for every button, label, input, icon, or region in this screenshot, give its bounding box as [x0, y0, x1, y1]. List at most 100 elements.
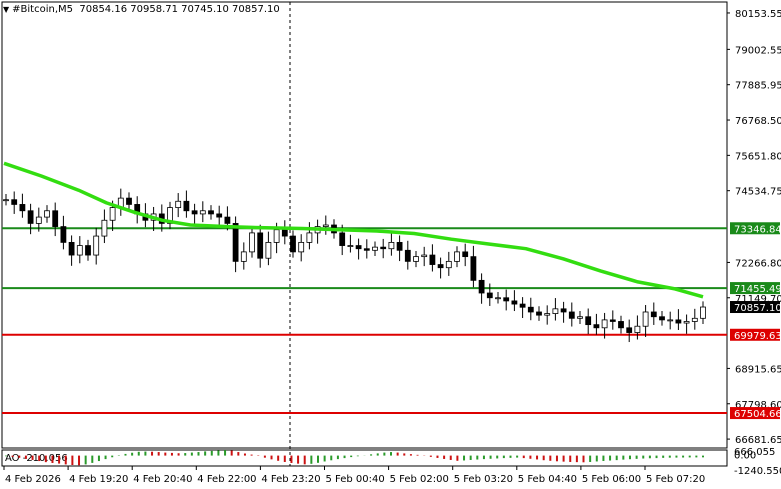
time-tick-label: 5 Feb 04:40	[518, 474, 577, 485]
ao-tick-label: -1240.550	[734, 466, 781, 477]
candle-body	[421, 254, 428, 258]
candle-body	[298, 241, 305, 253]
candle-body	[76, 245, 83, 256]
candle-body	[232, 223, 239, 262]
candle-body	[249, 232, 255, 253]
time-tick-label: 4 Feb 22:00	[197, 474, 256, 485]
candle-body	[437, 264, 444, 269]
candle-body	[618, 321, 624, 329]
ao-histogram	[5, 450, 704, 466]
time-tick-label: 5 Feb 06:00	[582, 474, 641, 485]
level-price-box	[730, 222, 780, 235]
candle-body	[495, 297, 501, 300]
candle-body	[659, 316, 665, 321]
candle-body	[454, 251, 460, 262]
candle-body	[3, 199, 9, 202]
candle-body	[568, 311, 575, 319]
ao-pane-border	[1, 449, 728, 467]
candle-body	[257, 232, 264, 259]
candle-body	[265, 241, 272, 259]
candle-body	[93, 235, 100, 256]
candle-body	[19, 204, 26, 212]
time-tick-label: 5 Feb 00:40	[326, 474, 385, 485]
candle-body	[601, 319, 608, 329]
candle-body	[60, 226, 67, 243]
candle-body	[199, 210, 206, 215]
candle-body	[363, 248, 370, 251]
moving-average-line	[3, 161, 704, 299]
candle-body	[503, 297, 510, 302]
candle-body	[109, 207, 116, 221]
candle-body	[11, 199, 18, 205]
time-tick-label: 5 Feb 03:20	[454, 474, 513, 485]
price-tick-label: 67798.60	[735, 400, 781, 411]
candles	[3, 188, 706, 343]
main-pane-border	[1, 1, 728, 449]
candle-body	[445, 260, 452, 269]
price-tick-label: 74534.75	[735, 187, 781, 198]
horizontal-levels	[2, 227, 727, 415]
price-tick-label: 80153.55	[735, 9, 781, 20]
candle-body	[126, 197, 132, 205]
candle-body	[413, 256, 419, 262]
candle-body	[347, 245, 354, 247]
current-price-box	[730, 301, 780, 314]
candle-body	[191, 210, 198, 215]
candle-body	[470, 256, 477, 281]
candle-body	[290, 235, 296, 253]
candle-body	[404, 249, 411, 262]
candle-body	[429, 254, 436, 265]
price-tick-label: 77885.95	[735, 81, 781, 92]
price-tick-label: 75651.80	[735, 151, 781, 162]
candle-body	[462, 251, 469, 258]
candle-body	[593, 324, 600, 329]
candle-body	[544, 313, 551, 316]
candle-body	[380, 246, 387, 250]
candle-body	[208, 210, 214, 215]
candle-body	[650, 311, 657, 318]
time-tick-label: 4 Feb 23:20	[261, 474, 320, 485]
ao-tick-label: 0.00	[734, 451, 756, 462]
candle-body	[35, 216, 42, 224]
candle-body	[478, 279, 485, 294]
candle-body	[585, 316, 592, 326]
candle-body	[560, 308, 567, 313]
candle-body	[44, 210, 50, 218]
candle-body	[355, 245, 362, 250]
ao-tick-label: 666.055	[734, 447, 775, 458]
time-tick-label: 5 Feb 02:00	[390, 474, 449, 485]
time-tick-label: 4 Feb 19:20	[69, 474, 128, 485]
candle-body	[27, 210, 34, 224]
price-tick-label: 68915.65	[735, 364, 781, 375]
candle-body	[683, 321, 690, 324]
level-price-label: 73346.84	[734, 224, 781, 235]
candle-body	[675, 319, 682, 324]
current-price-label: 70857.10	[734, 303, 781, 314]
candle-body	[700, 306, 706, 319]
time-tick-label: 4 Feb 20:40	[133, 474, 192, 485]
collapse-triangle-icon[interactable]: ▼	[3, 5, 10, 14]
candle-body	[240, 251, 247, 262]
candle-body	[396, 241, 403, 251]
level-price-box	[730, 407, 780, 420]
candle-body	[101, 219, 108, 237]
candle-body	[388, 241, 395, 250]
candle-body	[183, 200, 190, 212]
chart-frame	[1, 1, 728, 467]
candle-body	[322, 224, 329, 227]
level-price-label: 71455.49	[734, 284, 781, 295]
price-tick-label: 66681.65	[735, 435, 781, 446]
candle-body	[216, 213, 223, 218]
level-price-label: 69979.63	[734, 331, 781, 342]
moving-average	[3, 161, 704, 299]
candle-body	[52, 210, 59, 227]
candle-body	[68, 241, 75, 256]
ohlc-readout: 70854.16 70958.71 70745.10 70857.10	[79, 4, 280, 15]
price-tick-label: 71149.70	[735, 294, 781, 305]
level-price-box	[730, 282, 780, 295]
candle-body	[536, 311, 542, 316]
price-axis: 80153.55 79002.55 77885.95 76768.50 75651.80…	[727, 9, 781, 446]
candle-body	[167, 207, 173, 224]
